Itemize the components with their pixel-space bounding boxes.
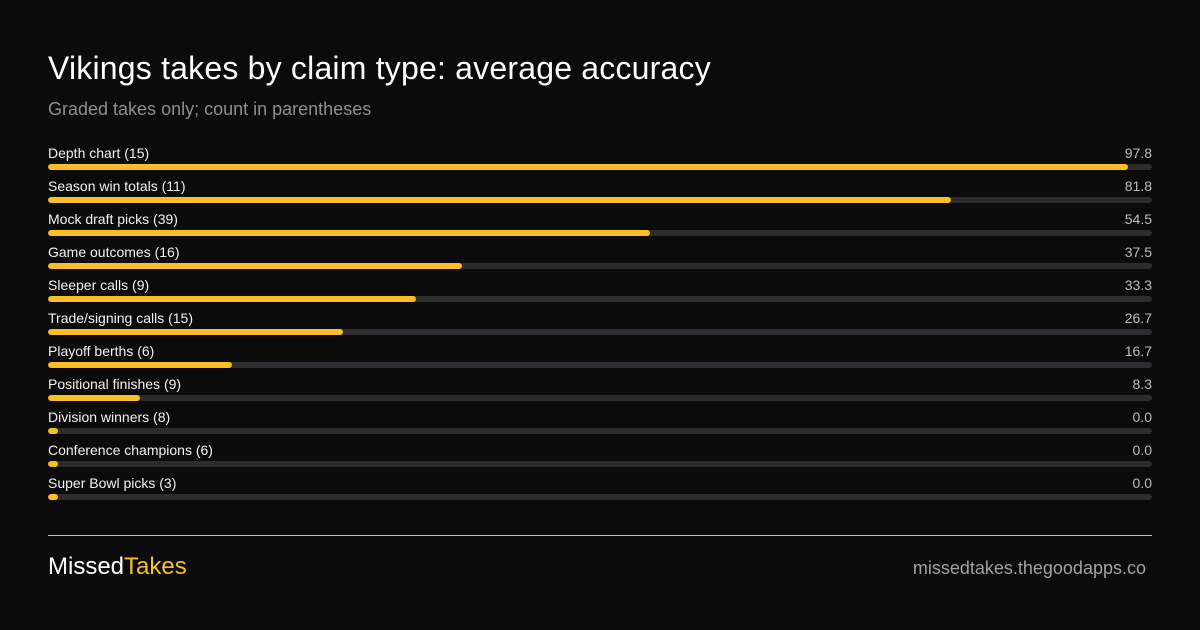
bar-row: Positional finishes (9) 8.3 — [48, 374, 1152, 407]
bar-label: Positional finishes (9) — [48, 376, 182, 392]
bar-value-label: 97.8 — [1124, 145, 1152, 161]
bar-track — [48, 461, 1152, 467]
bar-row: Game outcomes (16) 37.5 — [48, 242, 1152, 275]
bar — [48, 329, 343, 335]
bar-label: Trade/signing calls (15) — [48, 310, 193, 326]
bar-value-label: 16.7 — [1124, 343, 1152, 359]
bar — [48, 263, 462, 269]
bar-chart: Depth chart (15) 97.8 Season win totals (1… — [48, 143, 1152, 506]
footer-divider — [48, 535, 1152, 536]
bar-track — [48, 230, 1152, 236]
bar-label: Season win totals (11) — [48, 178, 186, 194]
bar-label: Game outcomes (16) — [48, 244, 180, 260]
bar-label: Division winners (8) — [48, 409, 171, 425]
bar-label: Playoff berths (6) — [48, 343, 155, 359]
bar-row: Conference champions (6) 0.0 — [48, 440, 1152, 473]
brand-logo: MissedTakes — [48, 553, 187, 581]
bar-value-label: 0.0 — [1132, 409, 1152, 425]
bar-track — [48, 164, 1152, 170]
bar-value-label: 33.3 — [1124, 277, 1152, 293]
bar-label: Super Bowl picks (3) — [48, 475, 177, 491]
bar-row: Mock draft picks (39) 54.5 — [48, 209, 1152, 242]
bar-track — [48, 197, 1152, 203]
bar-row: Sleeper calls (9) 33.3 — [48, 275, 1152, 308]
bar — [48, 461, 58, 467]
bar-value-label: 8.3 — [1132, 376, 1152, 392]
site-url: missedtakes.thegoodapps.co — [912, 558, 1146, 578]
bar-label: Depth chart (15) — [48, 145, 150, 161]
bar-label: Conference champions (6) — [48, 442, 213, 458]
bar-track — [48, 494, 1152, 500]
bar — [48, 395, 140, 401]
bar-track — [48, 296, 1152, 302]
bar — [48, 494, 58, 500]
bar-row: Trade/signing calls (15) 26.7 — [48, 308, 1152, 341]
bar-value-label: 0.0 — [1132, 475, 1152, 491]
bar — [48, 362, 233, 368]
chart-title: Vikings takes by claim type: average acc… — [48, 50, 711, 86]
bar-value-label: 37.5 — [1124, 244, 1152, 260]
chart-subtitle: Graded takes only; count in parentheses — [48, 99, 372, 119]
bar-row: Division winners (8) 0.0 — [48, 407, 1152, 440]
bar — [48, 230, 650, 236]
bar — [48, 428, 58, 434]
bar-value-label: 54.5 — [1124, 211, 1152, 227]
bar-track — [48, 263, 1152, 269]
bar-value-label: 26.7 — [1124, 310, 1152, 326]
bar-value-label: 0.0 — [1132, 442, 1152, 458]
bar-label: Mock draft picks (39) — [48, 211, 178, 227]
bar — [48, 164, 1128, 170]
bar-track — [48, 362, 1152, 368]
bar-label: Sleeper calls (9) — [48, 277, 150, 293]
bar-track — [48, 329, 1152, 335]
bar-value-label: 81.8 — [1124, 178, 1152, 194]
bar — [48, 197, 952, 203]
bar-row: Super Bowl picks (3) 0.0 — [48, 473, 1152, 506]
bar-row: Playoff berths (6) 16.7 — [48, 341, 1152, 374]
bar-track — [48, 395, 1152, 401]
brand-name-part2: Takes — [124, 553, 187, 580]
bar — [48, 296, 416, 302]
bar-row: Depth chart (15) 97.8 — [48, 143, 1152, 176]
brand-name-part1: Missed — [48, 553, 125, 580]
bar-row: Season win totals (11) 81.8 — [48, 176, 1152, 209]
bar-track — [48, 428, 1152, 434]
